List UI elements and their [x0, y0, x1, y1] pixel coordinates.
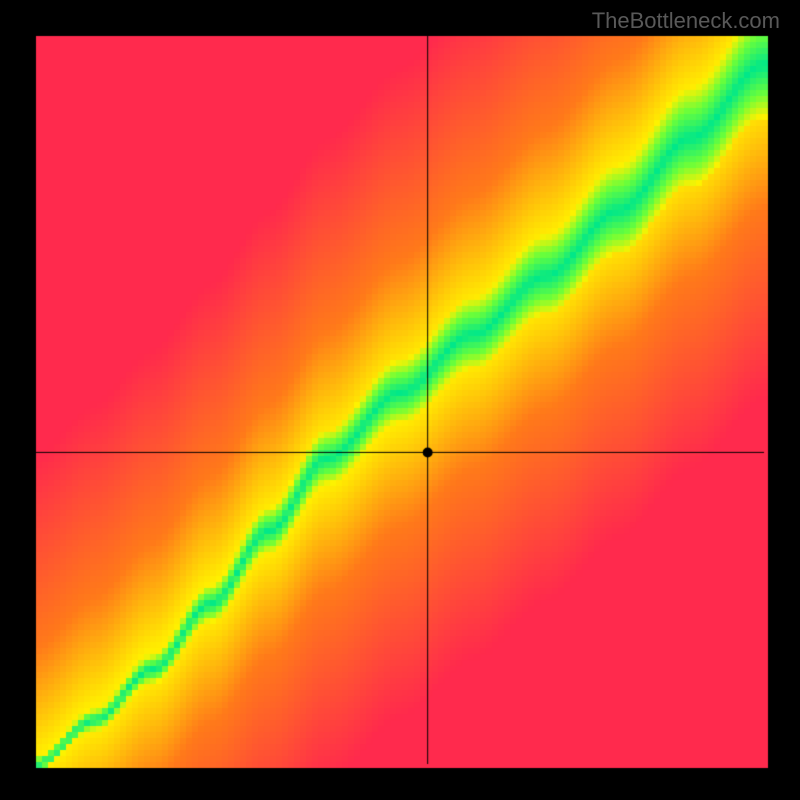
watermark-text: TheBottleneck.com	[592, 8, 780, 34]
bottleneck-heatmap	[0, 0, 800, 800]
